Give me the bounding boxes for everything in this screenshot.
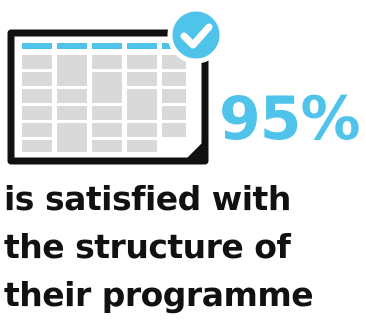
caption-line-3: their programme [4,275,314,314]
caption-line-1: is satisfied with [4,179,291,218]
checkmark-badge-icon [167,6,225,64]
satisfaction-percentage: 95% [219,84,361,154]
satisfaction-caption: is satisfied with the structure of their… [4,175,364,319]
timetable-icon [0,0,230,175]
caption-line-2: the structure of [4,227,291,266]
